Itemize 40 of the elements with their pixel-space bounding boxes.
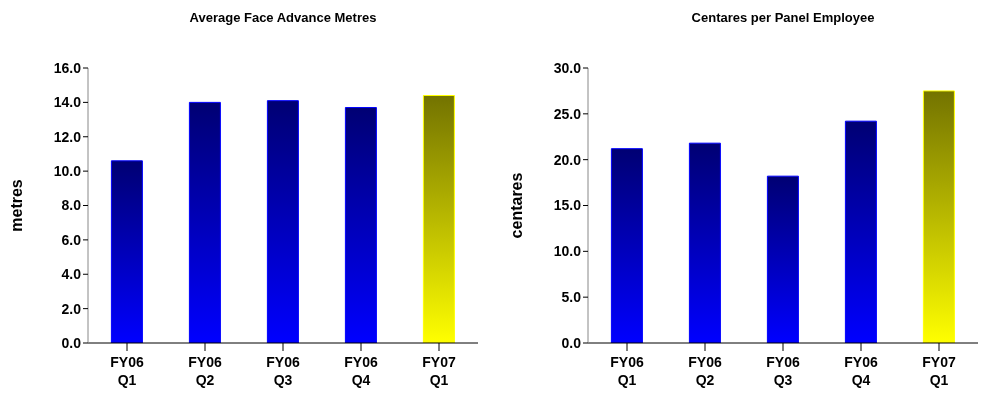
x-tick-label: FY06 Q3 [766,354,800,388]
bar [110,160,143,343]
y-tick-label: 16.0 [53,59,82,76]
x-tick-label: FY06 Q4 [844,354,878,388]
y-tick-label: 5.0 [561,289,582,306]
bar [344,107,377,343]
chart-title: Centares per Panel Employee [690,10,876,25]
chart-title: Average Face Advance Metres [188,10,378,25]
x-tick-label: FY06 Q3 [266,354,300,388]
y-tick-label: 15.0 [553,197,582,214]
y-tick-label: 0.0 [61,334,82,351]
x-tick-label: FY06 Q2 [688,354,722,388]
y-tick-label: 30.0 [553,59,582,76]
y-tick-label: 4.0 [61,266,82,283]
bar [922,90,955,343]
y-tick-label: 25.0 [553,105,582,122]
x-tick-label: FY06 Q1 [110,354,144,388]
y-tick-label: 2.0 [61,300,82,317]
y-tick-label: 12.0 [53,128,82,145]
y-tick-label: 10.0 [53,163,82,180]
bar [688,142,721,343]
bar [422,95,455,343]
x-tick-label: FY06 Q2 [188,354,222,388]
y-tick-label: 6.0 [61,231,82,248]
bar [844,120,877,343]
y-axis-title: centares [507,172,525,239]
y-axis-title: metres [7,179,25,232]
bar [188,101,221,343]
bar [266,100,299,343]
y-tick-label: 20.0 [553,151,582,168]
x-tick-label: FY06 Q1 [610,354,644,388]
bar [610,148,643,343]
y-tick-label: 8.0 [61,197,82,214]
x-tick-label: FY06 Q4 [344,354,378,388]
y-tick-label: 10.0 [553,243,582,260]
x-tick-label: FY07 Q1 [922,354,956,388]
bar [766,175,799,343]
y-tick-label: 14.0 [53,94,82,111]
y-tick-label: 0.0 [561,334,582,351]
x-tick-label: FY07 Q1 [422,354,456,388]
